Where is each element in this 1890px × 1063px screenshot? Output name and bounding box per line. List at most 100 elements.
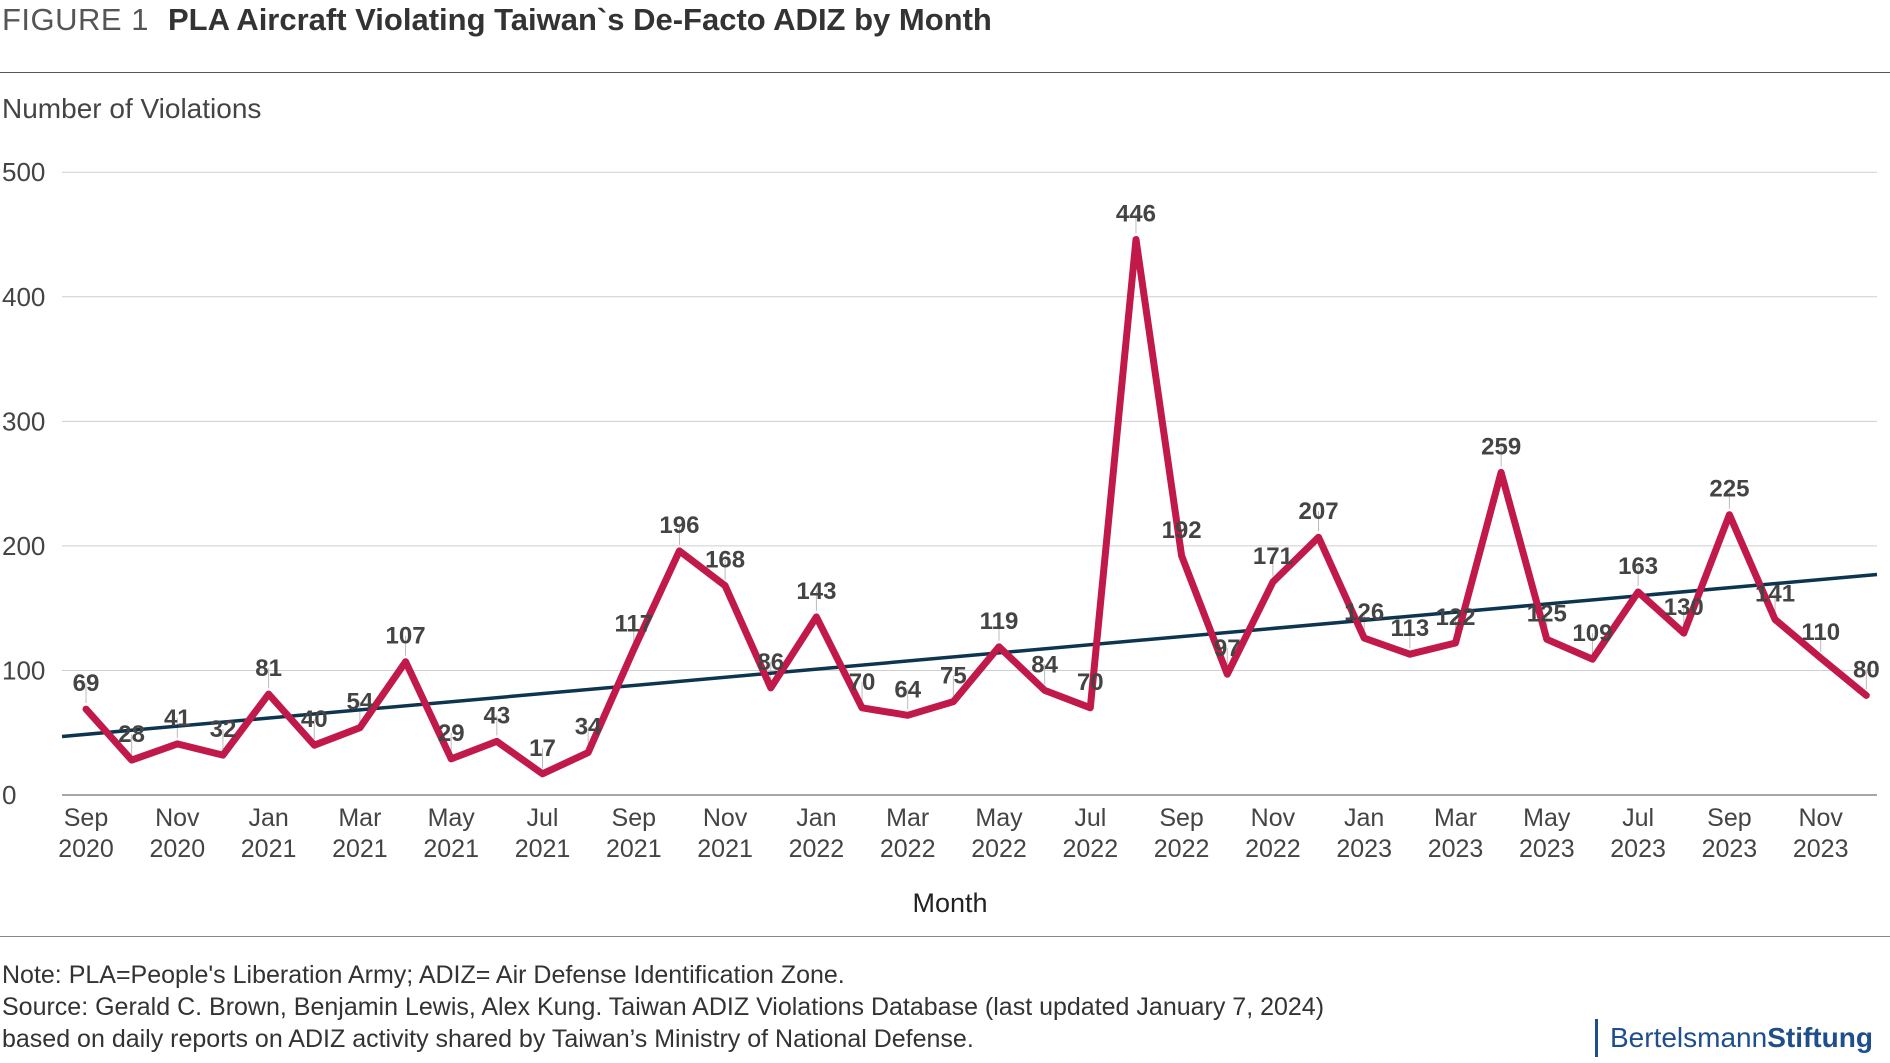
- trendline: [61, 572, 1878, 739]
- data-point: [1681, 630, 1687, 636]
- data-label: 17: [529, 735, 556, 762]
- x-tick-label-month: Jul: [1622, 804, 1654, 832]
- x-tick-label-year: 2023: [1610, 835, 1666, 863]
- data-point: [950, 699, 956, 705]
- data-point: [1544, 636, 1550, 642]
- x-tick-label-year: 2020: [149, 835, 205, 863]
- data-point: [1316, 534, 1322, 540]
- data-point: [1498, 469, 1504, 475]
- data-point: [676, 548, 682, 554]
- data-point: [1863, 692, 1869, 698]
- data-label: 28: [118, 721, 145, 748]
- brand-name-part1: Bertelsmann: [1610, 1022, 1768, 1053]
- x-tick-label-month: Jul: [1074, 804, 1106, 832]
- data-point: [1726, 512, 1732, 518]
- x-tick-label-year: 2021: [515, 835, 571, 863]
- x-tick-label-month: Nov: [1251, 804, 1296, 832]
- x-tick-label-year: 2022: [789, 835, 845, 863]
- data-label: 80: [1853, 656, 1880, 683]
- data-point: [83, 706, 89, 712]
- data-label: 126: [1344, 599, 1384, 626]
- data-label: 117: [614, 610, 653, 637]
- data-label: 259: [1481, 433, 1521, 460]
- data-label: 29: [438, 720, 465, 747]
- data-label: 43: [483, 702, 510, 729]
- x-tick-label-year: 2022: [1062, 835, 1118, 863]
- x-tick-label-month: Mar: [338, 804, 381, 832]
- data-label: 446: [1116, 200, 1156, 227]
- x-tick-label-month: Jan: [796, 804, 836, 832]
- data-label: 84: [1031, 651, 1058, 678]
- x-tick-label-year: 2021: [606, 835, 662, 863]
- data-point: [1453, 640, 1458, 646]
- data-point: [220, 752, 226, 758]
- data-point: [1635, 589, 1641, 595]
- data-label: 192: [1162, 517, 1202, 544]
- data-point: [905, 712, 911, 718]
- data-point: [448, 756, 454, 762]
- y-tick-label: 100: [2, 655, 45, 685]
- data-label: 196: [659, 512, 699, 539]
- data-point: [357, 725, 363, 731]
- x-tick-label-month: Sep: [64, 804, 108, 832]
- data-point: [403, 659, 409, 665]
- bertelsmann-stiftung-logo: BertelsmannStiftung: [1595, 1019, 1873, 1057]
- source-text-line1: Source: Gerald C. Brown, Benjamin Lewis,…: [2, 993, 1325, 1021]
- x-tick-label-month: Sep: [1707, 804, 1751, 832]
- x-tick-label-year: 2020: [58, 835, 114, 863]
- y-tick-label: 400: [2, 282, 45, 312]
- data-label: 143: [796, 578, 836, 605]
- figure-header: FIGURE 1 PLA Aircraft Violating Taiwan`s…: [0, 0, 1890, 73]
- x-tick-label-month: Jan: [1344, 804, 1384, 832]
- data-label: 70: [1077, 669, 1104, 696]
- data-label: 130: [1664, 594, 1704, 621]
- data-point: [174, 741, 180, 747]
- data-point: [1133, 236, 1139, 242]
- brand-name-part2: Stiftung: [1767, 1022, 1873, 1053]
- data-label: 119: [980, 608, 1019, 635]
- x-tick-label-month: Nov: [703, 804, 748, 832]
- y-tick-label: 300: [2, 406, 45, 436]
- data-label: 64: [894, 676, 921, 703]
- x-tick-label-month: Sep: [612, 804, 656, 832]
- data-point: [768, 685, 774, 691]
- x-tick-label-year: 2022: [1245, 835, 1301, 863]
- x-tick-label-month: May: [1523, 804, 1571, 832]
- data-point: [1772, 616, 1778, 622]
- data-label: 125: [1527, 600, 1567, 627]
- data-label: 32: [210, 716, 237, 743]
- x-tick-label-year: 2023: [1519, 835, 1575, 863]
- x-tick-label-year: 2023: [1793, 835, 1849, 863]
- x-tick-label-year: 2022: [880, 835, 936, 863]
- note-text: Note: PLA=People's Liberation Army; ADIZ…: [2, 961, 845, 989]
- x-tick-label-month: Nov: [155, 804, 200, 832]
- data-point: [1361, 635, 1367, 641]
- data-point: [540, 771, 545, 777]
- data-label: 225: [1709, 476, 1749, 503]
- x-tick-label-month: Sep: [1159, 804, 1203, 832]
- x-tick-label-year: 2021: [332, 835, 388, 863]
- data-point: [1179, 553, 1185, 559]
- x-tick-label-year: 2023: [1428, 835, 1484, 863]
- figure-number: FIGURE 1: [2, 2, 149, 37]
- y-tick-label: 200: [2, 531, 45, 561]
- series-line: [82, 236, 1870, 778]
- y-axis-label: Number of Violations: [2, 93, 262, 124]
- x-tick-label-month: Jan: [248, 804, 288, 832]
- data-label: 41: [164, 705, 191, 732]
- data-point: [1087, 705, 1093, 711]
- data-label: 40: [301, 706, 328, 733]
- data-point: [1407, 651, 1413, 657]
- y-tick-label: 0: [2, 780, 16, 810]
- data-label: 107: [386, 623, 426, 650]
- data-label: 122: [1435, 604, 1475, 631]
- data-point: [266, 691, 272, 697]
- y-tick-label: 500: [2, 157, 45, 187]
- data-label: 207: [1299, 498, 1339, 525]
- data-point: [631, 646, 637, 652]
- data-label: 109: [1572, 620, 1612, 647]
- data-point: [722, 583, 728, 589]
- x-tick-label-month: May: [428, 804, 476, 832]
- data-point: [1042, 687, 1048, 693]
- data-label: 54: [347, 689, 374, 716]
